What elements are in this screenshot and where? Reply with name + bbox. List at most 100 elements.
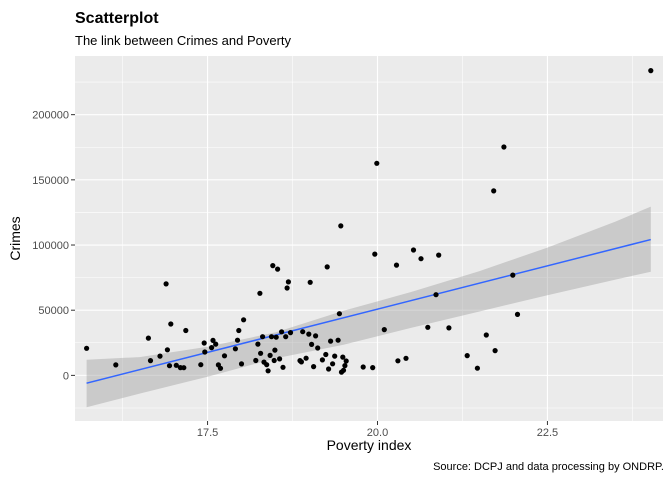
data-point (492, 348, 498, 354)
data-point (258, 350, 264, 356)
data-point (336, 311, 342, 317)
trend-line (86, 238, 651, 384)
data-point (326, 366, 332, 372)
chart-title: Scatterplot (75, 10, 159, 27)
data-point (183, 327, 189, 334)
data-point (164, 347, 170, 353)
data-point (343, 358, 349, 364)
x-axis-ticks: 17.5 20.0 22.5 (197, 421, 558, 439)
data-point (381, 327, 387, 333)
data-point (210, 337, 216, 343)
chart-caption: Source: DCPJ and data processing by ONDR… (433, 461, 664, 473)
data-point (285, 279, 291, 285)
data-point (335, 337, 341, 343)
data-point (277, 356, 283, 362)
data-point (483, 332, 489, 338)
data-point (464, 353, 470, 359)
data-point (309, 341, 315, 347)
data-point (340, 367, 347, 373)
data-point (474, 365, 480, 371)
data-point (253, 357, 259, 364)
data-point (267, 352, 273, 358)
data-point (425, 324, 431, 330)
data-point (315, 345, 321, 351)
data-point (284, 285, 290, 291)
data-point (323, 351, 329, 358)
data-point (173, 362, 179, 368)
grid-major (75, 56, 663, 421)
data-point (168, 321, 174, 327)
data-point (360, 364, 366, 370)
y-tick-label: 50000 (38, 305, 69, 317)
data-point (298, 359, 304, 365)
data-point (272, 347, 278, 353)
data-point (236, 327, 242, 334)
data-point (311, 364, 317, 370)
data-point (255, 341, 261, 347)
data-point (163, 281, 169, 287)
plot-panel (75, 56, 663, 421)
data-point (265, 368, 271, 374)
data-point (300, 329, 306, 335)
data-point (648, 68, 654, 74)
data-point (275, 266, 281, 272)
data-point (257, 290, 263, 296)
data-point (324, 264, 330, 270)
data-point (202, 349, 208, 355)
x-tick-label: 22.5 (537, 427, 558, 439)
data-point (268, 334, 275, 340)
data-point (340, 354, 346, 360)
data-point (273, 334, 279, 340)
data-point (501, 144, 507, 150)
y-tick-label: 150000 (32, 175, 69, 187)
data-point (372, 251, 378, 257)
data-point (201, 340, 207, 346)
data-point (332, 353, 338, 359)
y-tick-label: 0 (63, 370, 69, 382)
data-point (238, 361, 245, 367)
data-point (446, 325, 452, 331)
data-point (147, 358, 154, 364)
data-point (433, 292, 439, 298)
data-point (374, 160, 380, 166)
data-point (234, 337, 241, 343)
data-point (279, 329, 285, 335)
data-point (113, 362, 119, 368)
data-point (287, 330, 294, 336)
data-point (232, 346, 238, 352)
data-point (303, 355, 309, 361)
grid-minor (75, 56, 663, 421)
data-point (241, 317, 247, 323)
x-tick-label: 20.0 (367, 427, 388, 439)
data-point (342, 363, 348, 369)
data-point (213, 341, 219, 347)
x-axis-title: Poverty index (327, 437, 412, 453)
data-point (307, 279, 313, 285)
data-point (209, 345, 215, 351)
data-point (313, 333, 319, 339)
y-axis-ticks: 0 50000 100000 150000 200000 (32, 110, 75, 382)
data-point (166, 363, 173, 369)
x-tick-label: 17.5 (197, 427, 218, 439)
data-point (403, 355, 409, 361)
data-point (280, 364, 286, 370)
data-point (514, 311, 521, 317)
data-point (395, 358, 401, 364)
data-point (410, 247, 417, 253)
data-point (491, 188, 497, 194)
y-axis-title: Crimes (7, 216, 23, 260)
data-point (217, 365, 224, 371)
y-tick-label: 200000 (32, 110, 69, 122)
data-point (393, 262, 400, 268)
data-point (418, 256, 424, 262)
data-point (370, 365, 376, 371)
confidence-band (86, 206, 651, 408)
data-point (221, 353, 228, 359)
data-point (436, 252, 442, 258)
data-point (330, 361, 336, 367)
data-point (181, 365, 187, 371)
data-point (198, 362, 204, 368)
data-point (270, 263, 276, 269)
data-point (264, 362, 270, 368)
